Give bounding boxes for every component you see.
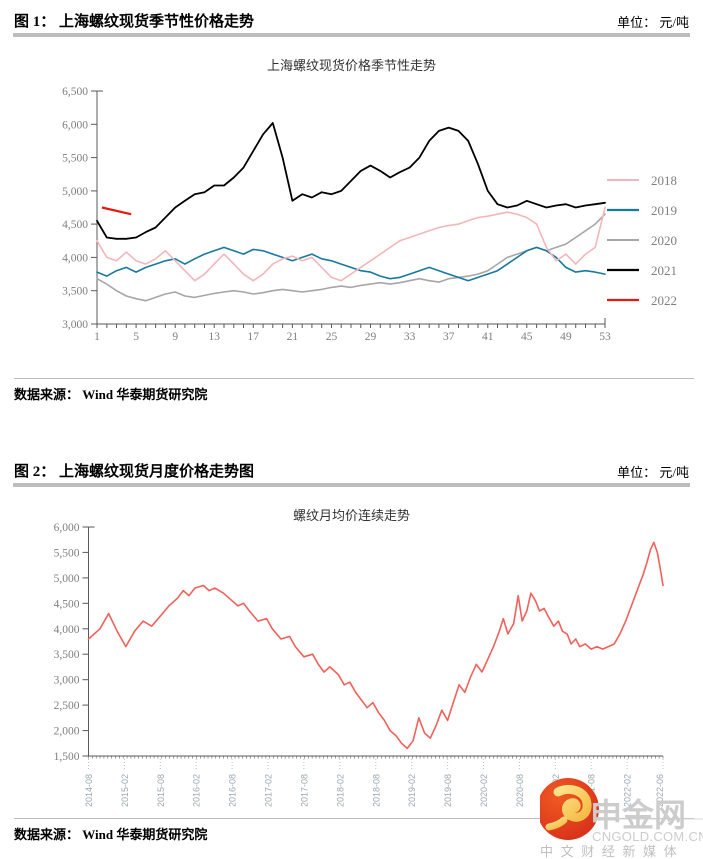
svg-text:2016-02: 2016-02 bbox=[192, 774, 202, 807]
svg-text:45: 45 bbox=[521, 331, 533, 340]
svg-text:41: 41 bbox=[482, 331, 494, 340]
svg-text:5: 5 bbox=[133, 331, 139, 340]
svg-text:2014-08: 2014-08 bbox=[84, 774, 94, 807]
svg-text:2022: 2022 bbox=[651, 293, 677, 308]
svg-text:2015-02: 2015-02 bbox=[120, 774, 130, 807]
svg-text:9: 9 bbox=[172, 331, 178, 340]
svg-text:21: 21 bbox=[287, 331, 299, 340]
svg-text:25: 25 bbox=[326, 331, 338, 340]
svg-text:2018-02: 2018-02 bbox=[335, 774, 345, 807]
svg-text:2019-08: 2019-08 bbox=[443, 774, 453, 807]
svg-text:4,500: 4,500 bbox=[54, 598, 80, 610]
svg-text:2,500: 2,500 bbox=[54, 700, 80, 712]
svg-text:2018: 2018 bbox=[651, 173, 677, 188]
svg-text:2019: 2019 bbox=[651, 203, 677, 218]
svg-text:2020: 2020 bbox=[651, 233, 677, 248]
svg-text:53: 53 bbox=[599, 331, 611, 340]
svg-text:3,500: 3,500 bbox=[62, 286, 88, 298]
svg-text:5,000: 5,000 bbox=[54, 573, 80, 585]
svg-text:2016-08: 2016-08 bbox=[228, 774, 238, 807]
svg-text:6,500: 6,500 bbox=[62, 86, 88, 98]
svg-text:2020-08: 2020-08 bbox=[515, 774, 525, 807]
svg-text:6,000: 6,000 bbox=[54, 522, 80, 534]
svg-text:3,000: 3,000 bbox=[62, 319, 88, 331]
svg-text:2019-02: 2019-02 bbox=[407, 774, 417, 807]
svg-text:6,000: 6,000 bbox=[62, 119, 88, 131]
svg-text:2,000: 2,000 bbox=[54, 726, 80, 738]
svg-text:5,500: 5,500 bbox=[54, 547, 80, 559]
svg-text:4,000: 4,000 bbox=[54, 624, 80, 636]
svg-text:49: 49 bbox=[560, 331, 572, 340]
svg-text:5,000: 5,000 bbox=[62, 186, 88, 198]
svg-text:37: 37 bbox=[443, 331, 455, 340]
svg-text:2018-08: 2018-08 bbox=[371, 774, 381, 807]
svg-text:3,500: 3,500 bbox=[54, 649, 80, 661]
svg-text:2021: 2021 bbox=[651, 263, 677, 278]
svg-text:5,500: 5,500 bbox=[62, 153, 88, 165]
svg-text:申金网: 申金网 bbox=[590, 797, 686, 833]
svg-text:1: 1 bbox=[94, 331, 100, 340]
svg-text:17: 17 bbox=[248, 331, 260, 340]
svg-text:4,500: 4,500 bbox=[62, 219, 88, 231]
svg-text:1,500: 1,500 bbox=[54, 751, 80, 763]
svg-text:中 文 财 经 新 媒 体: 中 文 财 经 新 媒 体 bbox=[540, 844, 679, 859]
svg-text:3,000: 3,000 bbox=[54, 675, 80, 687]
svg-text:2015-08: 2015-08 bbox=[156, 774, 166, 807]
svg-text:2017-02: 2017-02 bbox=[264, 774, 274, 807]
svg-text:2017-08: 2017-08 bbox=[299, 774, 309, 807]
svg-text:13: 13 bbox=[208, 331, 220, 340]
svg-text:33: 33 bbox=[404, 331, 416, 340]
svg-text:2020-02: 2020-02 bbox=[479, 774, 489, 807]
svg-text:CNGOLD.COM.CN: CNGOLD.COM.CN bbox=[592, 829, 703, 844]
svg-text:4,000: 4,000 bbox=[62, 252, 88, 264]
svg-text:29: 29 bbox=[365, 331, 377, 340]
